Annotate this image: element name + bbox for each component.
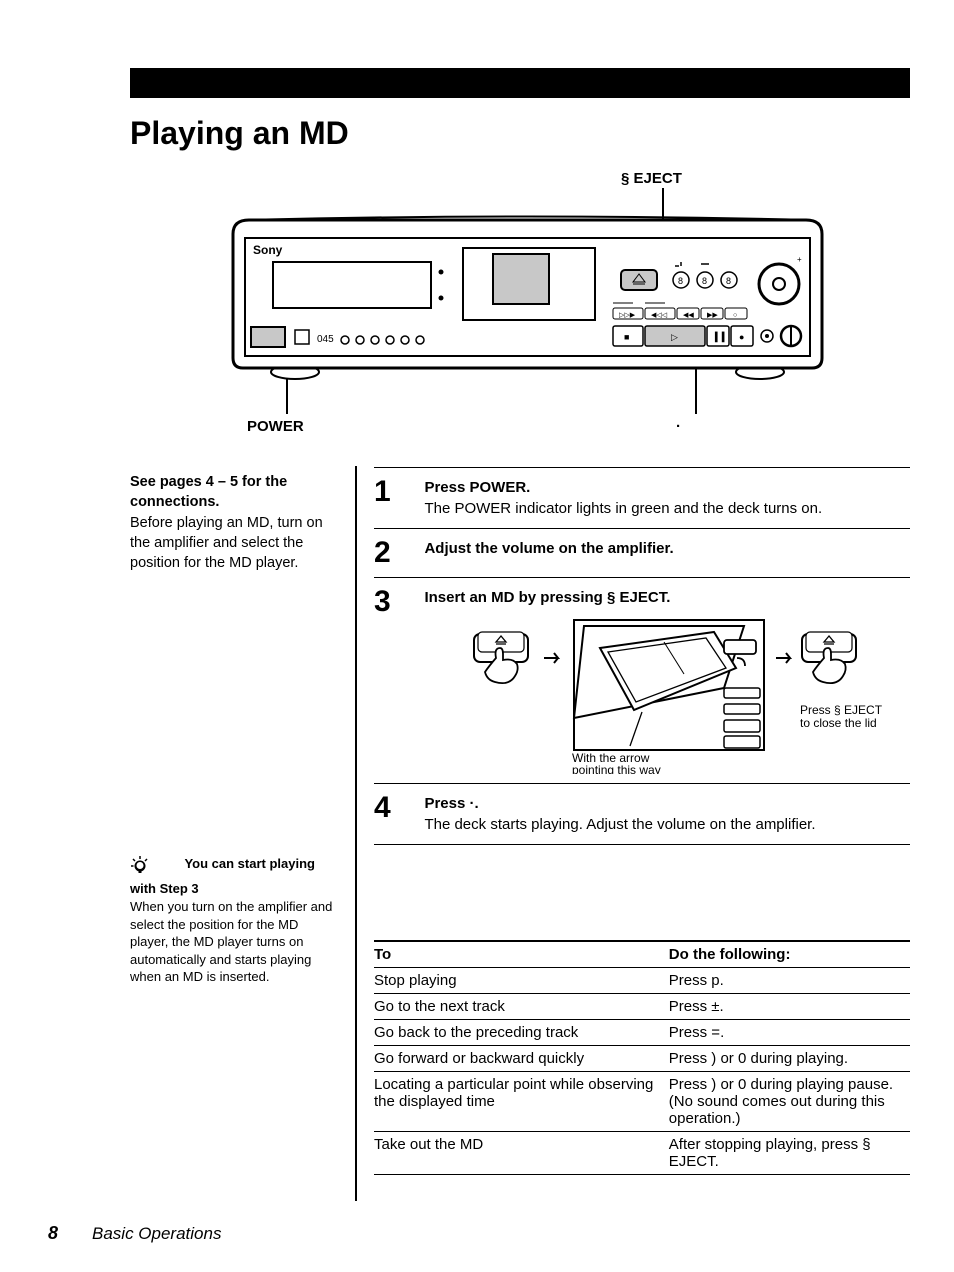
step-1-desc: The POWER indicator lights in green and … xyxy=(424,500,822,517)
svg-text:▍▍: ▍▍ xyxy=(714,331,729,343)
device-illustration: Sony 045 xyxy=(225,210,830,380)
left-column: See pages 4 – 5 for the connections. Bef… xyxy=(130,472,340,573)
step-3: 3 Insert an MD by pressing § EJECT. xyxy=(374,577,910,783)
controls-table: To Do the following: Stop playing Press … xyxy=(374,940,910,1175)
svg-text:8: 8 xyxy=(678,276,683,286)
step-4: 4 Press ·. The deck starts playing. Adju… xyxy=(374,783,910,845)
callout-play: · xyxy=(676,418,681,435)
svg-text:to close the lid: to close the lid xyxy=(800,716,877,730)
callout-power: POWER xyxy=(247,418,304,435)
table-row: Take out the MD After stopping playing, … xyxy=(374,1132,910,1175)
tip-title: You can start playing with Step 3 xyxy=(130,856,315,896)
svg-text:8: 8 xyxy=(702,276,707,286)
svg-text:pointing this way: pointing this way xyxy=(572,763,661,774)
step-4-num: 4 xyxy=(374,793,420,823)
svg-text:◀◁◁: ◀◁◁ xyxy=(651,312,668,319)
left-lead: See pages 4 – 5 for the connections. xyxy=(130,474,287,510)
table-row: Stop playing Press p. xyxy=(374,968,910,994)
left-body: Before playing an MD, turn on the amplif… xyxy=(130,515,323,572)
step-2: 2 Adjust the volume on the amplifier. xyxy=(374,528,910,577)
table-row: Go forward or backward quickly Press ) o… xyxy=(374,1046,910,1072)
step-3-title: Insert an MD by pressing § EJECT. xyxy=(424,589,670,606)
tip-box: You can start playing with Step 3 When y… xyxy=(130,855,340,986)
step-2-num: 2 xyxy=(374,538,420,568)
svg-text:◀◀: ◀◀ xyxy=(683,312,694,319)
svg-text:Sony: Sony xyxy=(253,243,283,257)
page-title: Playing an MD xyxy=(130,115,349,152)
svg-text:▷▷▶: ▷▷▶ xyxy=(619,312,636,319)
page-section: Basic Operations xyxy=(92,1224,221,1244)
table-row: Go to the next track Press ±. xyxy=(374,994,910,1020)
tip-body: When you turn on the amplifier and selec… xyxy=(130,898,340,986)
table-row: Go back to the preceding track Press =. xyxy=(374,1020,910,1046)
step-3-figure: With the arrow pointing this way Press §… xyxy=(424,618,904,774)
callout-eject: § EJECT xyxy=(621,170,682,187)
svg-text:045: 045 xyxy=(317,334,334,345)
tip-icon xyxy=(130,855,152,880)
step-3-num: 3 xyxy=(374,587,420,617)
step-1-title: Press POWER. xyxy=(424,479,530,496)
step-1: 1 Press POWER. The POWER indicator light… xyxy=(374,467,910,528)
svg-text:○: ○ xyxy=(733,312,737,319)
header-bar xyxy=(130,68,910,98)
step-1-num: 1 xyxy=(374,477,420,507)
svg-text:+: + xyxy=(797,255,802,264)
svg-text:▷: ▷ xyxy=(671,332,678,342)
svg-text:▶▶: ▶▶ xyxy=(707,312,718,319)
svg-text:■: ■ xyxy=(624,332,629,342)
svg-text:Press § EJECT: Press § EJECT xyxy=(800,703,883,717)
step-4-desc: The deck starts playing. Adjust the volu… xyxy=(424,816,815,833)
step-2-title: Adjust the volume on the amplifier. xyxy=(424,540,673,557)
column-divider xyxy=(355,466,357,1201)
table-h2: Do the following: xyxy=(669,941,910,968)
svg-text:●: ● xyxy=(739,332,744,342)
svg-text:8: 8 xyxy=(726,276,731,286)
table-h1: To xyxy=(374,941,669,968)
table-row: Locating a particular point while observ… xyxy=(374,1072,910,1132)
step-list: 1 Press POWER. The POWER indicator light… xyxy=(374,467,910,845)
step-4-title: Press ·. xyxy=(424,795,478,812)
page-number: 8 xyxy=(48,1223,58,1244)
